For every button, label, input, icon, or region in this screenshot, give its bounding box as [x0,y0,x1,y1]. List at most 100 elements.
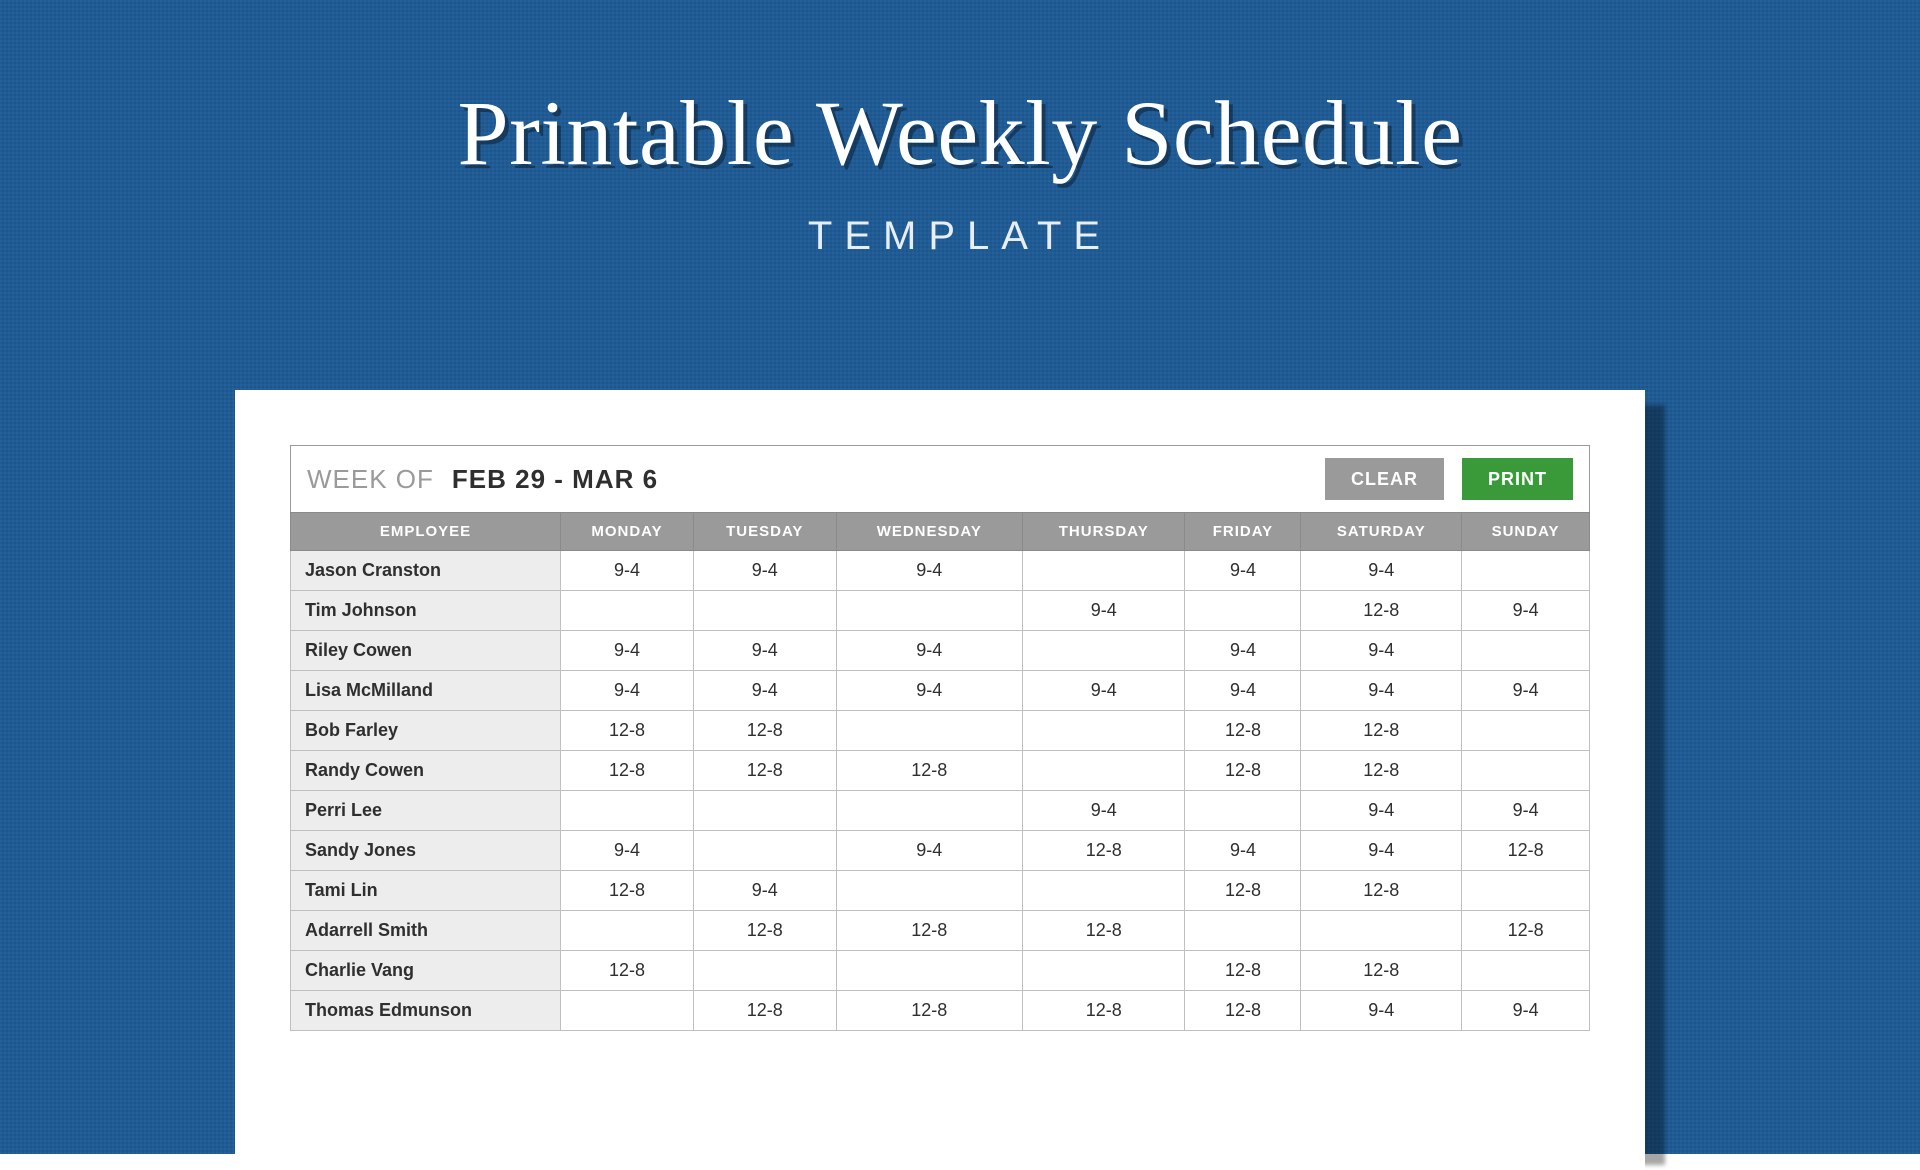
col-header-tuesday: TUESDAY [694,513,837,551]
schedule-cell: 12-8 [694,991,837,1031]
page-title: Printable Weekly Schedule [0,80,1920,186]
schedule-cell: 9-4 [1462,791,1590,831]
schedule-cell: 9-4 [1301,791,1462,831]
schedule-cell: 12-8 [1301,951,1462,991]
schedule-cell [561,911,694,951]
schedule-cell [1185,591,1301,631]
hero: Printable Weekly Schedule TEMPLATE [0,80,1920,259]
schedule-cell: 12-8 [1022,831,1185,871]
schedule-table-head: EMPLOYEE MONDAY TUESDAY WEDNESDAY THURSD… [291,513,1590,551]
schedule-cell [1301,911,1462,951]
schedule-cell: 9-4 [1185,671,1301,711]
col-header-monday: MONDAY [561,513,694,551]
schedule-cell [694,951,837,991]
week-of-label: WEEK OF [307,464,434,495]
col-header-wednesday: WEDNESDAY [836,513,1022,551]
employee-name: Tim Johnson [291,591,561,631]
schedule-cell [1185,911,1301,951]
schedule-cell: 9-4 [1301,991,1462,1031]
schedule-cell: 9-4 [694,631,837,671]
schedule-cell: 9-4 [1022,591,1185,631]
schedule-cell [1462,951,1590,991]
table-row: Thomas Edmunson12-812-812-812-89-49-4 [291,991,1590,1031]
schedule-cell: 9-4 [1185,551,1301,591]
employee-name: Thomas Edmunson [291,991,561,1031]
schedule-cell [1022,871,1185,911]
schedule-cell: 9-4 [836,551,1022,591]
employee-name: Adarrell Smith [291,911,561,951]
schedule-cell: 12-8 [1301,711,1462,751]
schedule-cell [1022,631,1185,671]
table-row: Bob Farley12-812-812-812-8 [291,711,1590,751]
schedule-cell: 12-8 [1301,871,1462,911]
schedule-cell [836,711,1022,751]
schedule-cell: 9-4 [1301,631,1462,671]
schedule-cell: 12-8 [836,751,1022,791]
schedule-cell: 9-4 [1301,831,1462,871]
schedule-cell [561,991,694,1031]
schedule-cell: 12-8 [836,991,1022,1031]
col-header-thursday: THURSDAY [1022,513,1185,551]
table-row: Sandy Jones9-49-412-89-49-412-8 [291,831,1590,871]
table-row: Lisa McMilland9-49-49-49-49-49-49-4 [291,671,1590,711]
schedule-cell: 12-8 [1301,591,1462,631]
schedule-cell: 12-8 [1185,711,1301,751]
schedule-cell [1462,711,1590,751]
schedule-cell: 9-4 [1301,671,1462,711]
schedule-table: EMPLOYEE MONDAY TUESDAY WEDNESDAY THURSD… [290,512,1590,1031]
schedule-cell [836,871,1022,911]
schedule-cell: 12-8 [1185,991,1301,1031]
schedule-cell: 12-8 [694,911,837,951]
schedule-cell: 12-8 [561,871,694,911]
schedule-cell: 9-4 [561,671,694,711]
schedule-cell [1022,951,1185,991]
schedule-cell [836,791,1022,831]
page-subtitle: TEMPLATE [0,214,1920,259]
col-header-sunday: SUNDAY [1462,513,1590,551]
employee-name: Riley Cowen [291,631,561,671]
schedule-cell: 12-8 [1462,911,1590,951]
schedule-cell: 9-4 [836,631,1022,671]
schedule-cell: 9-4 [694,871,837,911]
schedule-cell: 9-4 [694,551,837,591]
schedule-cell [1185,791,1301,831]
employee-name: Charlie Vang [291,951,561,991]
schedule-cell [694,591,837,631]
schedule-cell: 9-4 [1301,551,1462,591]
schedule-cell: 9-4 [836,831,1022,871]
schedule-cell: 9-4 [561,631,694,671]
schedule-cell: 9-4 [561,831,694,871]
table-row: Perri Lee9-49-49-4 [291,791,1590,831]
employee-name: Lisa McMilland [291,671,561,711]
schedule-cell [1462,871,1590,911]
schedule-cell: 12-8 [836,911,1022,951]
table-row: Jason Cranston9-49-49-49-49-4 [291,551,1590,591]
employee-name: Perri Lee [291,791,561,831]
schedule-cell: 12-8 [561,751,694,791]
schedule-cell [1462,631,1590,671]
schedule-cell: 12-8 [1301,751,1462,791]
schedule-cell: 12-8 [694,711,837,751]
schedule-cell: 9-4 [694,671,837,711]
clear-button[interactable]: CLEAR [1325,458,1444,500]
schedule-paper: WEEK OF FEB 29 - MAR 6 CLEAR PRINT EMPLO… [235,390,1645,1170]
schedule-cell: 9-4 [1185,831,1301,871]
table-row: Tim Johnson9-412-89-4 [291,591,1590,631]
col-header-saturday: SATURDAY [1301,513,1462,551]
table-row: Riley Cowen9-49-49-49-49-4 [291,631,1590,671]
schedule-cell: 9-4 [1462,991,1590,1031]
week-range: FEB 29 - MAR 6 [452,464,658,495]
schedule-cell [1462,751,1590,791]
canvas: Printable Weekly Schedule TEMPLATE WEEK … [0,0,1920,1154]
schedule-cell: 9-4 [1462,591,1590,631]
schedule-cell [694,831,837,871]
table-header-row: EMPLOYEE MONDAY TUESDAY WEDNESDAY THURSD… [291,513,1590,551]
schedule-toolbar: WEEK OF FEB 29 - MAR 6 CLEAR PRINT [290,445,1590,512]
schedule-cell [836,591,1022,631]
schedule-cell: 12-8 [1185,871,1301,911]
print-button[interactable]: PRINT [1462,458,1573,500]
schedule-cell: 9-4 [1462,671,1590,711]
schedule-cell: 9-4 [1022,671,1185,711]
table-row: Tami Lin12-89-412-812-8 [291,871,1590,911]
schedule-cell [694,791,837,831]
